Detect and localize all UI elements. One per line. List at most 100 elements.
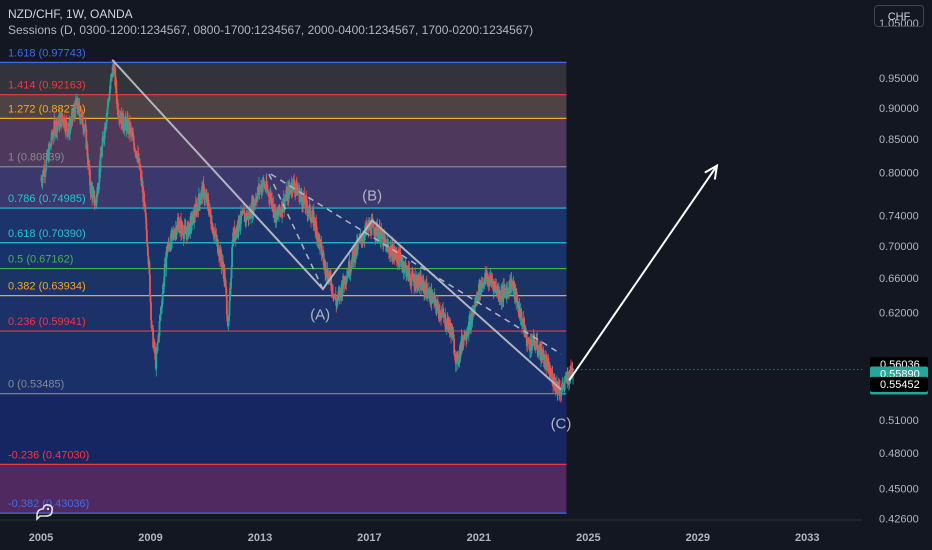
candle-body bbox=[345, 276, 348, 283]
candle-body bbox=[294, 188, 297, 190]
candle-body bbox=[324, 274, 327, 277]
candle-body bbox=[183, 231, 186, 239]
symbol-title[interactable]: NZD/CHF, 1W, OANDA bbox=[8, 7, 133, 21]
candle-body bbox=[81, 112, 84, 126]
candle-body bbox=[529, 339, 532, 351]
candle-body bbox=[322, 257, 325, 263]
candle-body bbox=[140, 170, 142, 181]
candle-body bbox=[326, 267, 329, 278]
candle-body bbox=[399, 252, 402, 257]
candle-body bbox=[202, 183, 205, 188]
candle-body bbox=[200, 189, 203, 198]
candle-body bbox=[108, 100, 110, 102]
candle-body bbox=[59, 117, 61, 127]
candle-body bbox=[263, 182, 266, 187]
wave-labels: (A) (B) (C) bbox=[310, 188, 571, 433]
candle-body bbox=[254, 202, 257, 203]
candle-body bbox=[538, 349, 541, 351]
candle-body bbox=[209, 208, 212, 215]
price-tick-label: 0.48000 bbox=[879, 448, 919, 460]
price-tick-label: 1.05000 bbox=[879, 18, 919, 30]
candle-body bbox=[151, 326, 154, 329]
candle-body bbox=[496, 289, 499, 295]
candle-body bbox=[95, 202, 98, 205]
candle-body bbox=[49, 144, 51, 148]
currency-button[interactable]: CHF bbox=[874, 5, 924, 27]
price-axis[interactable]: 1.05000 0.95000 0.90000 0.85000 0.80000 0.740… bbox=[862, 0, 932, 550]
candle-body bbox=[102, 136, 105, 140]
candle-body bbox=[339, 288, 341, 298]
candle-body bbox=[69, 126, 71, 135]
candle-body bbox=[311, 216, 313, 219]
price-tick-label: 0.70000 bbox=[879, 241, 919, 253]
candle-body bbox=[482, 281, 485, 284]
candle-body bbox=[116, 102, 119, 116]
candle-body bbox=[378, 234, 380, 240]
candle-body bbox=[486, 279, 489, 281]
candle-body bbox=[431, 296, 434, 303]
candle-body bbox=[376, 225, 379, 236]
candle-body bbox=[452, 334, 455, 339]
candle-body bbox=[363, 232, 366, 240]
candle-body bbox=[451, 324, 453, 338]
candle-body bbox=[427, 295, 430, 297]
candle-body bbox=[352, 250, 355, 255]
candle-body bbox=[194, 203, 197, 217]
candle-body bbox=[66, 133, 69, 136]
candle-body bbox=[149, 296, 152, 303]
candle-body bbox=[473, 305, 476, 311]
candle-body bbox=[51, 132, 53, 138]
candle-body bbox=[208, 211, 211, 215]
candle-body bbox=[411, 271, 413, 279]
candle-body bbox=[570, 366, 572, 374]
candle-body bbox=[400, 256, 402, 258]
fib-retracement[interactable]: 1.618 (0.97743) 1.414 (0.92163) 1.272 (0.8… bbox=[0, 47, 567, 514]
candle-body bbox=[481, 284, 483, 288]
candle-body bbox=[302, 197, 305, 208]
price-tick-label: 0.62000 bbox=[879, 308, 919, 320]
candle-body bbox=[351, 250, 354, 259]
candle-body bbox=[78, 105, 81, 114]
candle-body bbox=[548, 373, 551, 374]
candle-body bbox=[77, 102, 80, 113]
time-axis[interactable]: 2005 2009 2013 2017 2021 2025 2029 2033 bbox=[0, 519, 862, 544]
candle-body bbox=[433, 295, 436, 304]
projection-arrow[interactable] bbox=[568, 163, 862, 381]
candle-body bbox=[336, 300, 339, 304]
candle-body bbox=[148, 261, 151, 275]
candle-body bbox=[137, 153, 140, 162]
candle-body bbox=[254, 198, 257, 203]
sessions-indicator-label[interactable]: Sessions (D, 0300-1200:1234567, 0800-170… bbox=[8, 23, 534, 37]
elliott-wave-lines[interactable] bbox=[111, 59, 562, 391]
candle-body bbox=[93, 190, 96, 204]
candle-body bbox=[43, 168, 46, 176]
candle-body bbox=[412, 278, 415, 280]
candle-body bbox=[394, 254, 397, 258]
candle-body bbox=[385, 242, 388, 252]
candle-body bbox=[239, 226, 241, 228]
candle-body bbox=[494, 283, 497, 287]
candle-body bbox=[294, 189, 297, 193]
candle-body bbox=[216, 238, 219, 240]
candle-body bbox=[520, 309, 522, 312]
candle-body bbox=[152, 343, 155, 348]
candle-body bbox=[178, 221, 180, 233]
candle-body bbox=[159, 316, 161, 322]
candle-body bbox=[150, 320, 153, 326]
candle-body bbox=[349, 267, 352, 273]
candle-body bbox=[92, 189, 95, 191]
candle-body bbox=[270, 193, 272, 202]
candle-body bbox=[559, 386, 561, 395]
candle-body bbox=[52, 134, 55, 138]
candle-body bbox=[435, 306, 438, 311]
candle-body bbox=[259, 188, 261, 192]
candle-body bbox=[239, 223, 242, 227]
candle-body bbox=[76, 97, 79, 109]
price-tick-label: 0.85000 bbox=[879, 134, 919, 146]
time-tick-label: 2029 bbox=[686, 532, 710, 544]
candle-body bbox=[74, 101, 77, 105]
candle-body bbox=[158, 321, 161, 337]
candle-body bbox=[203, 187, 206, 201]
candle-body bbox=[422, 279, 425, 283]
